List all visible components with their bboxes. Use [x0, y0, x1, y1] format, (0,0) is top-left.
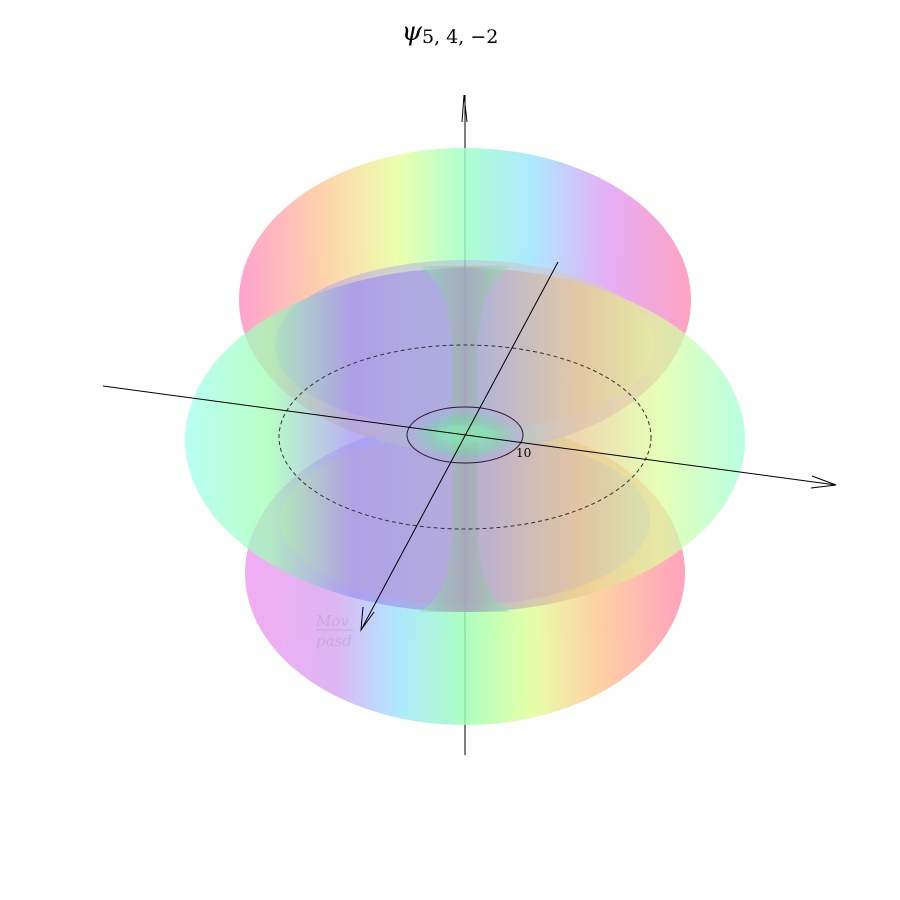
y-axis	[360, 261, 559, 631]
watermark-line-2: pasd	[316, 632, 352, 650]
title-symbol: ψ	[402, 17, 423, 47]
reference-ring-outer	[278, 344, 652, 530]
tick-label-10: 10	[516, 446, 531, 460]
x-axis	[102, 385, 837, 486]
x-axis-arrowhead	[810, 475, 837, 489]
watermark-line-1: Mov	[315, 612, 349, 630]
core-ring-inner	[435, 425, 495, 443]
watermark: Mov pasd	[315, 612, 354, 650]
z-axis-arrowhead	[461, 94, 468, 123]
plot-title: ψ5, 4, −2	[402, 17, 499, 48]
y-axis-arrowhead	[360, 606, 375, 632]
core-ring	[406, 406, 524, 464]
title-indices: 5, 4, −2	[422, 26, 498, 48]
